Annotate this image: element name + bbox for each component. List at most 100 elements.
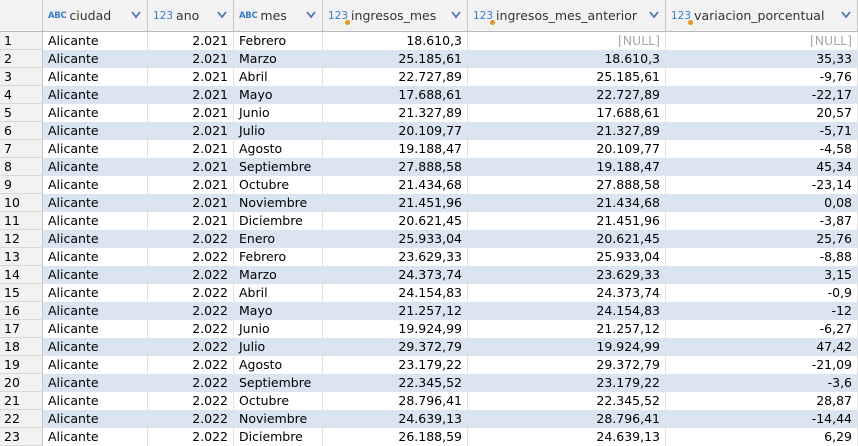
cell-ano[interactable]: 2.021 [148,104,234,122]
cell-mes[interactable]: Noviembre [234,194,323,212]
cell-ingresos-mes-anterior[interactable]: 24.639,13 [468,428,666,446]
cell-ano[interactable]: 2.021 [148,86,234,104]
row-number[interactable]: 15 [0,284,43,302]
cell-ingresos-mes-anterior[interactable]: 27.888,58 [468,176,666,194]
cell-ano[interactable]: 2.022 [148,302,234,320]
cell-ciudad[interactable]: Alicante [43,176,148,194]
cell-mes[interactable]: Septiembre [234,374,323,392]
row-number[interactable]: 4 [0,86,43,104]
cell-ciudad[interactable]: Alicante [43,284,148,302]
table-row[interactable]: 21 Alicante 2.022 Octubre 28.796,41 22.345,52… [0,392,858,410]
cell-ciudad[interactable]: Alicante [43,392,148,410]
cell-ano[interactable]: 2.022 [148,356,234,374]
cell-mes[interactable]: Abril [234,68,323,86]
cell-ano[interactable]: 2.022 [148,392,234,410]
cell-ingresos-mes[interactable]: 21.434,68 [323,176,468,194]
row-number[interactable]: 16 [0,302,43,320]
cell-ingresos-mes-anterior[interactable]: 18.610,3 [468,50,666,68]
cell-variacion-porcentual[interactable]: 20,57 [666,104,858,122]
table-row[interactable]: 9 Alicante 2.021 Octubre 21.434,68 27.888,58-… [0,176,858,194]
cell-ciudad[interactable]: Alicante [43,122,148,140]
cell-ciudad[interactable]: Alicante [43,410,148,428]
cell-ingresos-mes-anterior[interactable]: 19.188,47 [468,158,666,176]
cell-ano[interactable]: 2.021 [148,140,234,158]
sort-toggle-icon[interactable] [130,9,142,21]
cell-ingresos-mes[interactable]: 25.933,04 [323,230,468,248]
cell-ciudad[interactable]: Alicante [43,104,148,122]
table-row[interactable]: 6 Alicante 2.021 Julio 20.109,77 21.327,89 -5,… [0,122,858,140]
table-row[interactable]: 2 Alicante 2.021 Marzo 25.185,61 18.610,3 35,3… [0,50,858,68]
cell-ciudad[interactable]: Alicante [43,86,148,104]
cell-ano[interactable]: 2.021 [148,68,234,86]
cell-ano[interactable]: 2.022 [148,248,234,266]
cell-mes[interactable]: Octubre [234,176,323,194]
row-number[interactable]: 9 [0,176,43,194]
cell-ingresos-mes-anterior[interactable]: 28.796,41 [468,410,666,428]
cell-variacion-porcentual[interactable]: -23,14 [666,176,858,194]
cell-variacion-porcentual[interactable]: -12 [666,302,858,320]
table-row[interactable]: 4 Alicante 2.021 Mayo 17.688,61 22.727,89 -22,… [0,86,858,104]
cell-variacion-porcentual[interactable]: -21,09 [666,356,858,374]
cell-mes[interactable]: Diciembre [234,428,323,446]
cell-ingresos-mes-anterior[interactable]: 22.727,89 [468,86,666,104]
table-row[interactable]: 15 Alicante 2.022 Abril 24.154,83 24.373,74 -0… [0,284,858,302]
cell-mes[interactable]: Julio [234,122,323,140]
cell-mes[interactable]: Octubre [234,392,323,410]
column-header-mes[interactable]: ABC mes [234,0,323,31]
row-number[interactable]: 11 [0,212,43,230]
table-row[interactable]: 5 Alicante 2.021 Junio 21.327,89 17.688,61 20,… [0,104,858,122]
cell-ingresos-mes[interactable]: 23.179,22 [323,356,468,374]
cell-variacion-porcentual[interactable]: 35,33 [666,50,858,68]
row-number-header[interactable] [0,0,43,31]
cell-ingresos-mes-anterior[interactable]: 17.688,61 [468,104,666,122]
table-row[interactable]: 16 Alicante 2.022 Mayo 21.257,12 24.154,83 -12 [0,302,858,320]
cell-mes[interactable]: Febrero [234,248,323,266]
table-row[interactable]: 10 Alicante 2.021 Noviembre 21.451,96 21.434,… [0,194,858,212]
cell-mes[interactable]: Noviembre [234,410,323,428]
table-row[interactable]: 19 Alicante 2.022 Agosto 23.179,22 29.372,79-… [0,356,858,374]
cell-mes[interactable]: Abril [234,284,323,302]
cell-variacion-porcentual[interactable]: -4,58 [666,140,858,158]
cell-mes[interactable]: Marzo [234,50,323,68]
row-number[interactable]: 8 [0,158,43,176]
cell-ingresos-mes[interactable]: 19.188,47 [323,140,468,158]
cell-variacion-porcentual[interactable]: 25,76 [666,230,858,248]
table-row[interactable]: 3 Alicante 2.021 Abril 22.727,89 25.185,61 -9,… [0,68,858,86]
cell-ciudad[interactable]: Alicante [43,194,148,212]
cell-variacion-porcentual[interactable]: 45,34 [666,158,858,176]
table-row[interactable]: 12 Alicante 2.022 Enero 25.933,04 20.621,45 25… [0,230,858,248]
cell-variacion-porcentual[interactable]: -6,27 [666,320,858,338]
cell-ciudad[interactable]: Alicante [43,140,148,158]
cell-ingresos-mes[interactable]: 22.345,52 [323,374,468,392]
row-number[interactable]: 6 [0,122,43,140]
row-number[interactable]: 22 [0,410,43,428]
cell-ingresos-mes[interactable]: 18.610,3 [323,32,468,50]
row-number[interactable]: 1 [0,32,43,50]
cell-ano[interactable]: 2.022 [148,284,234,302]
table-row[interactable]: 1 Alicante 2.021 Febrero 18.610,3 [NULL] [NULL… [0,32,858,50]
cell-ingresos-mes[interactable]: 23.629,33 [323,248,468,266]
cell-variacion-porcentual[interactable]: -14,44 [666,410,858,428]
sort-toggle-icon[interactable] [840,9,852,21]
cell-variacion-porcentual[interactable]: [NULL] [666,32,858,50]
cell-ingresos-mes-anterior[interactable]: [NULL] [468,32,666,50]
cell-ingresos-mes-anterior[interactable]: 29.372,79 [468,356,666,374]
cell-ingresos-mes-anterior[interactable]: 25.185,61 [468,68,666,86]
cell-ingresos-mes[interactable]: 25.185,61 [323,50,468,68]
cell-ciudad[interactable]: Alicante [43,230,148,248]
column-header-variacion-porcentual[interactable]: 123 variacion_porcentual [666,0,858,31]
row-number[interactable]: 5 [0,104,43,122]
cell-ingresos-mes-anterior[interactable]: 19.924,99 [468,338,666,356]
cell-ingresos-mes-anterior[interactable]: 21.327,89 [468,122,666,140]
cell-ingresos-mes-anterior[interactable]: 20.109,77 [468,140,666,158]
sort-toggle-icon[interactable] [216,9,228,21]
cell-ingresos-mes[interactable]: 26.188,59 [323,428,468,446]
table-row[interactable]: 8 Alicante 2.021 Septiembre 27.888,58 19.188,… [0,158,858,176]
cell-ingresos-mes-anterior[interactable]: 21.434,68 [468,194,666,212]
cell-ingresos-mes-anterior[interactable]: 25.933,04 [468,248,666,266]
cell-ingresos-mes[interactable]: 21.451,96 [323,194,468,212]
row-number[interactable]: 7 [0,140,43,158]
table-row[interactable]: 22 Alicante 2.022 Noviembre 24.639,13 28.796,… [0,410,858,428]
cell-variacion-porcentual[interactable]: 0,08 [666,194,858,212]
row-number[interactable]: 17 [0,320,43,338]
